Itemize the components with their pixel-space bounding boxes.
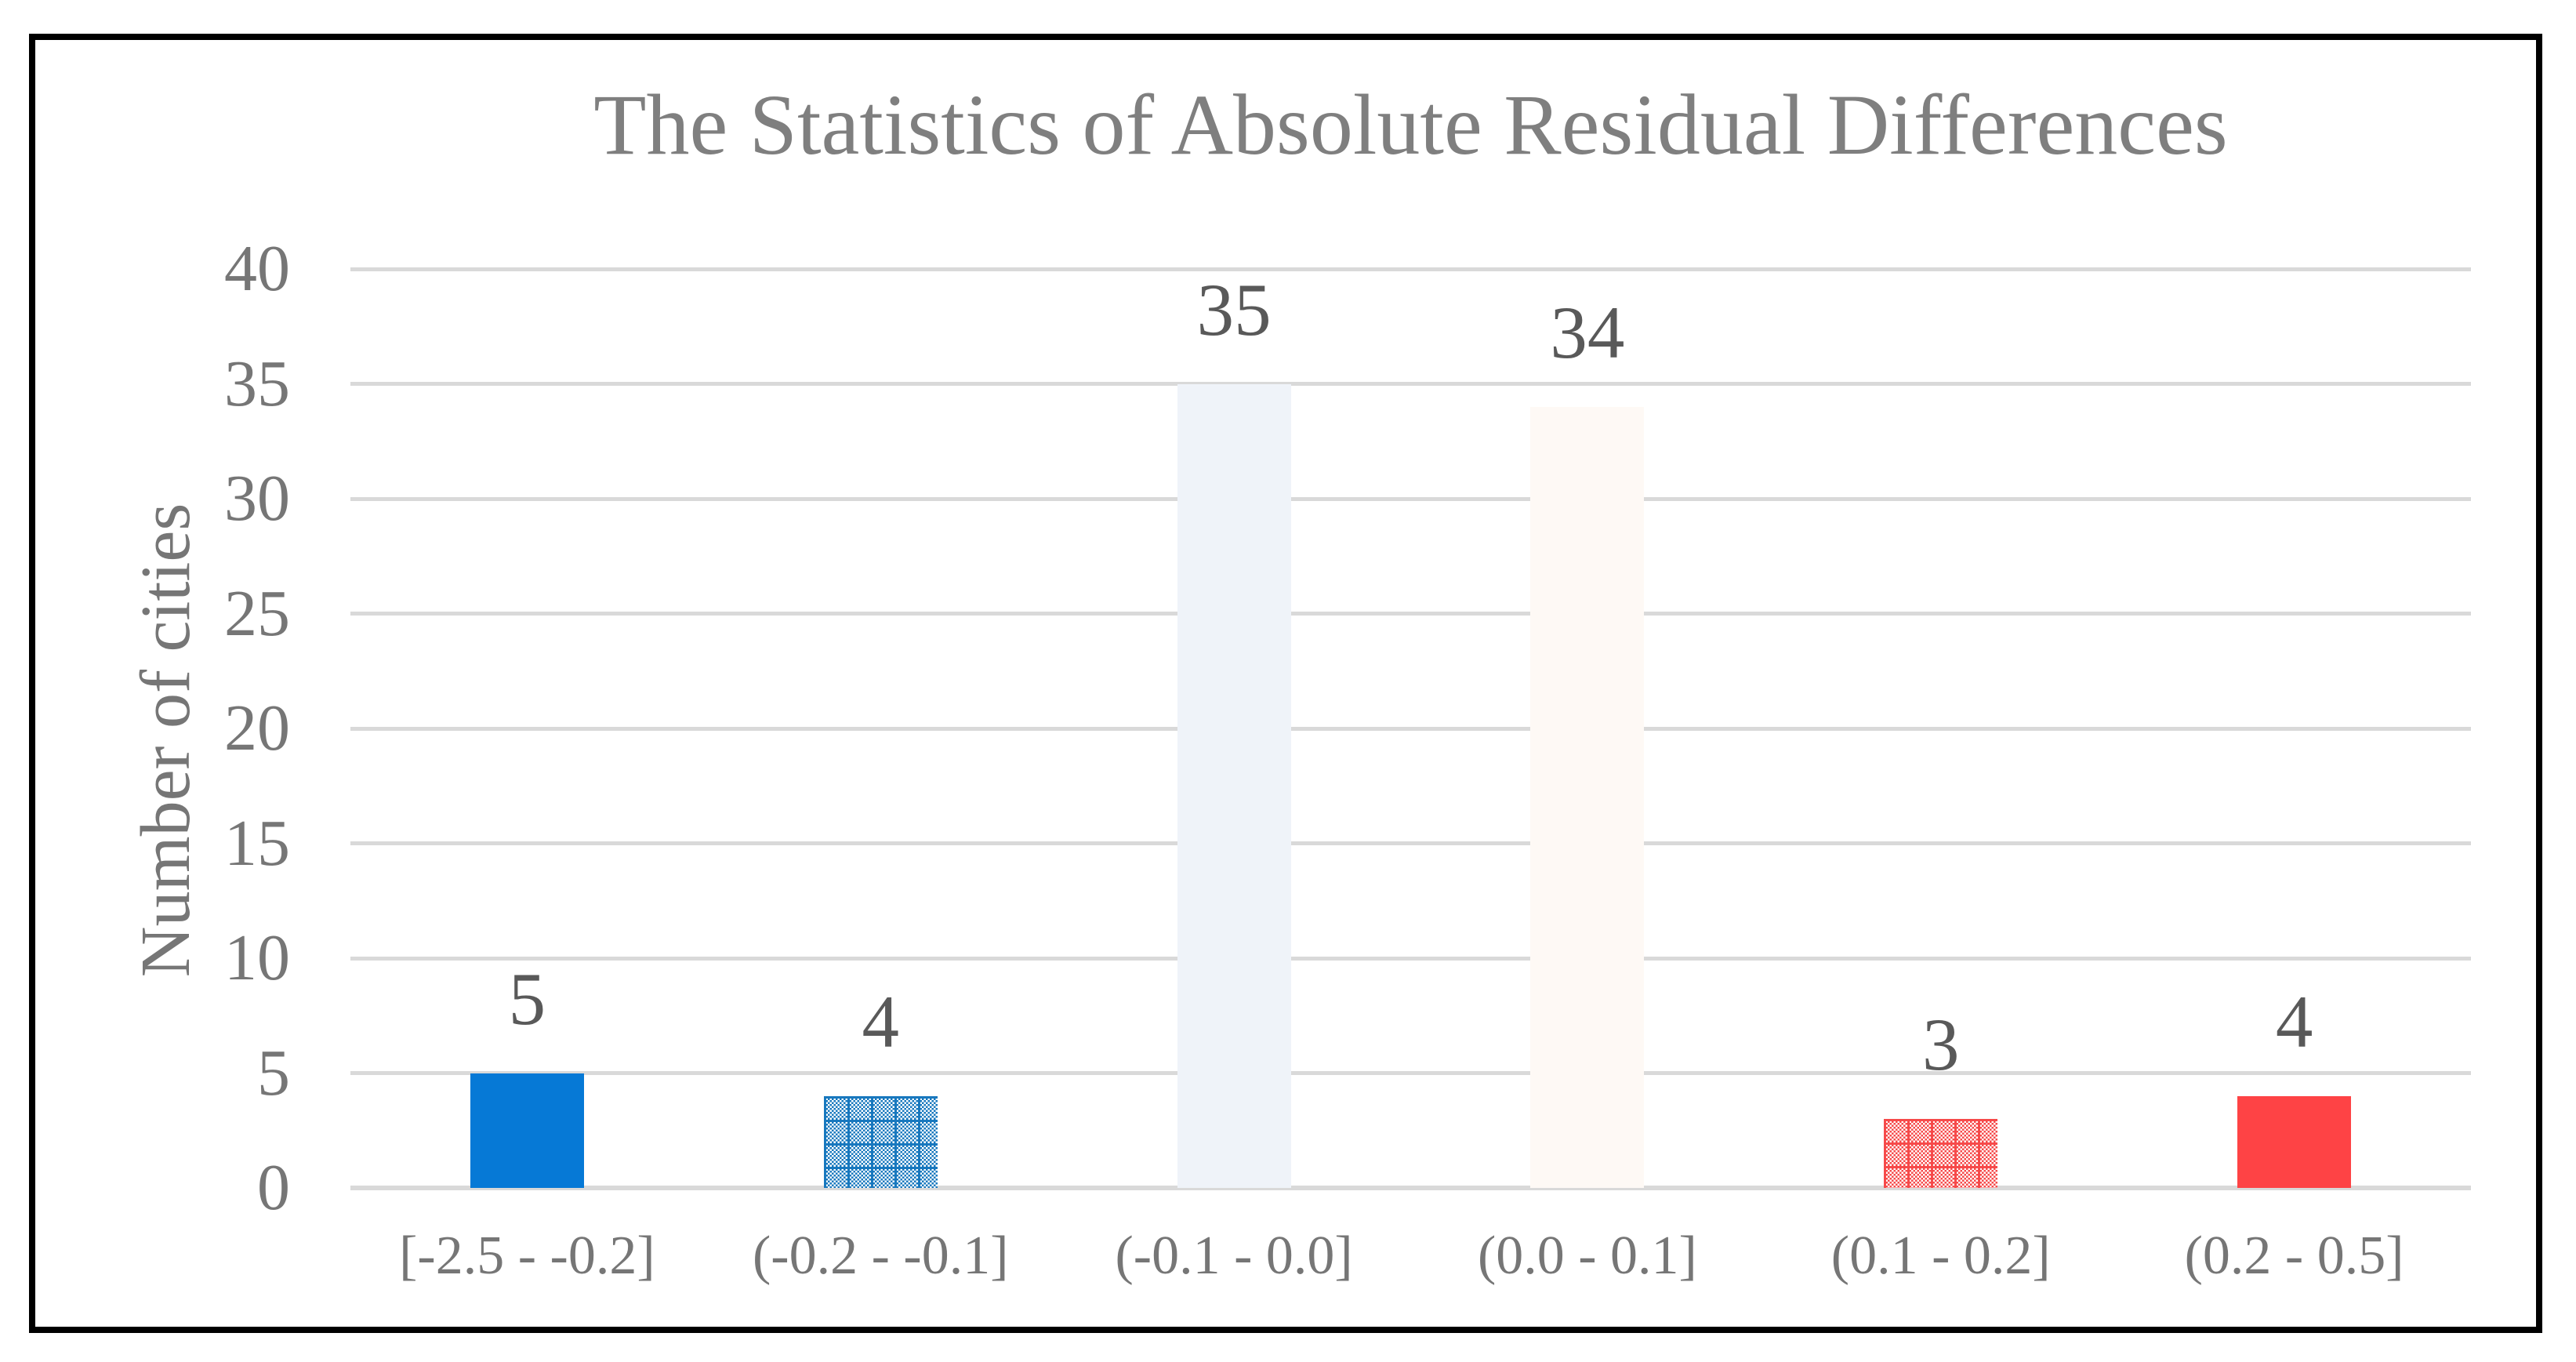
x-tick-label-0: [-2.5 - -0.2]: [399, 1226, 655, 1286]
gridline-30: [350, 496, 2471, 501]
y-tick-label-15: 15: [224, 806, 290, 880]
data-label-4: 3: [1922, 1003, 1960, 1087]
x-tick-label-5: (0.2 - 0.5]: [2184, 1226, 2404, 1286]
data-label-5: 4: [2275, 979, 2313, 1063]
data-label-2: 35: [1196, 267, 1272, 351]
gridline-15: [350, 841, 2471, 845]
x-tick-label-4: (0.1 - 0.2]: [1830, 1226, 2051, 1286]
data-label-1: 4: [862, 979, 900, 1063]
data-label-0: 5: [508, 957, 546, 1041]
y-tick-label-0: 0: [257, 1151, 290, 1224]
bar-checker-red: [1884, 1119, 1998, 1188]
bar-solid-blue: [470, 1073, 584, 1188]
y-tick-label-20: 20: [224, 692, 290, 765]
gridline-35: [350, 382, 2471, 386]
y-tick-label-40: 40: [224, 232, 290, 305]
bar-solid-red: [2237, 1095, 2352, 1188]
y-tick-label-10: 10: [224, 921, 290, 994]
data-label-3: 34: [1550, 290, 1625, 374]
y-tick-label-30: 30: [224, 462, 290, 535]
y-tick-label-25: 25: [224, 576, 290, 650]
x-tick-label-3: (0.0 - 0.1]: [1477, 1226, 1697, 1286]
gridline-5: [350, 1071, 2471, 1075]
bar-pale-cream: [1530, 406, 1645, 1188]
x-axis-line: [350, 1186, 2471, 1190]
gridline-20: [350, 726, 2471, 731]
gridline-40: [350, 267, 2471, 271]
bar-pale-blue: [1177, 383, 1291, 1188]
chart-title: The Statistics of Absolute Residual Diff…: [593, 77, 2228, 173]
bar-checker-blue: [823, 1095, 938, 1188]
gridline-10: [350, 956, 2471, 961]
x-tick-label-1: (-0.2 - -0.1]: [752, 1226, 1009, 1286]
gridline-25: [350, 612, 2471, 616]
x-tick-label-2: (-0.1 - 0.0]: [1115, 1226, 1353, 1286]
y-tick-label-5: 5: [257, 1036, 290, 1110]
y-tick-label-35: 35: [224, 347, 290, 420]
